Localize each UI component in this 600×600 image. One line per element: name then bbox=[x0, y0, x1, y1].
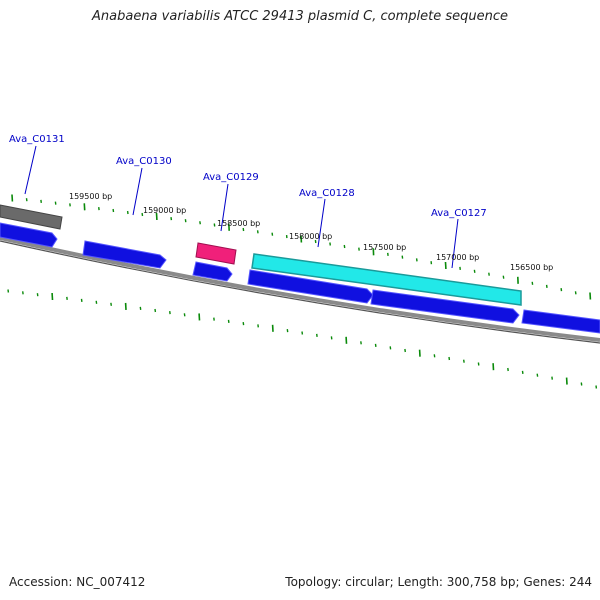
gene-label[interactable]: Ava_C0128 bbox=[299, 188, 355, 199]
tick-row-lower bbox=[7, 289, 598, 389]
leader-line bbox=[24, 145, 37, 195]
gene-arrow[interactable] bbox=[521, 309, 600, 334]
bp-label: 159500 bp bbox=[69, 192, 112, 201]
gene-label[interactable]: Ava_C0131 bbox=[9, 134, 65, 145]
leader-line bbox=[451, 218, 459, 269]
map-title: Anabaena variabilis ATCC 29413 plasmid C… bbox=[92, 9, 508, 24]
bp-label: 156500 bp bbox=[510, 263, 553, 272]
gene-arrow[interactable] bbox=[370, 289, 520, 324]
tick-minor bbox=[199, 221, 201, 225]
gene-label[interactable]: Ava_C0129 bbox=[203, 172, 259, 183]
gene-cyan[interactable] bbox=[251, 253, 522, 306]
gene-arrow[interactable] bbox=[0, 222, 58, 248]
tick-row-upper bbox=[11, 194, 592, 300]
gene-label[interactable]: Ava_C0130 bbox=[116, 156, 172, 167]
leader-line bbox=[317, 198, 326, 248]
backbone-shadow bbox=[0, 240, 600, 344]
gray-feature[interactable] bbox=[0, 204, 63, 230]
bp-label: 158000 bp bbox=[289, 232, 332, 241]
gene-arrow[interactable] bbox=[82, 240, 167, 269]
gene-magenta[interactable] bbox=[195, 242, 237, 265]
leader-line bbox=[220, 183, 229, 232]
topology-text: Topology: circular; Length: 300,758 bp; … bbox=[285, 575, 592, 589]
bp-label: 159000 bp bbox=[143, 206, 186, 215]
bp-label: 158500 bp bbox=[217, 219, 260, 228]
gene-arrow[interactable] bbox=[247, 269, 374, 304]
leader-line bbox=[132, 167, 143, 216]
bp-label: 157500 bp bbox=[363, 243, 406, 252]
accession-text: Accession: NC_007412 bbox=[9, 575, 146, 589]
gene-label[interactable]: Ava_C0127 bbox=[431, 208, 487, 219]
bp-label: 157000 bp bbox=[436, 253, 479, 262]
gene-arrow[interactable] bbox=[192, 261, 233, 282]
backbone-arc bbox=[0, 236, 600, 342]
